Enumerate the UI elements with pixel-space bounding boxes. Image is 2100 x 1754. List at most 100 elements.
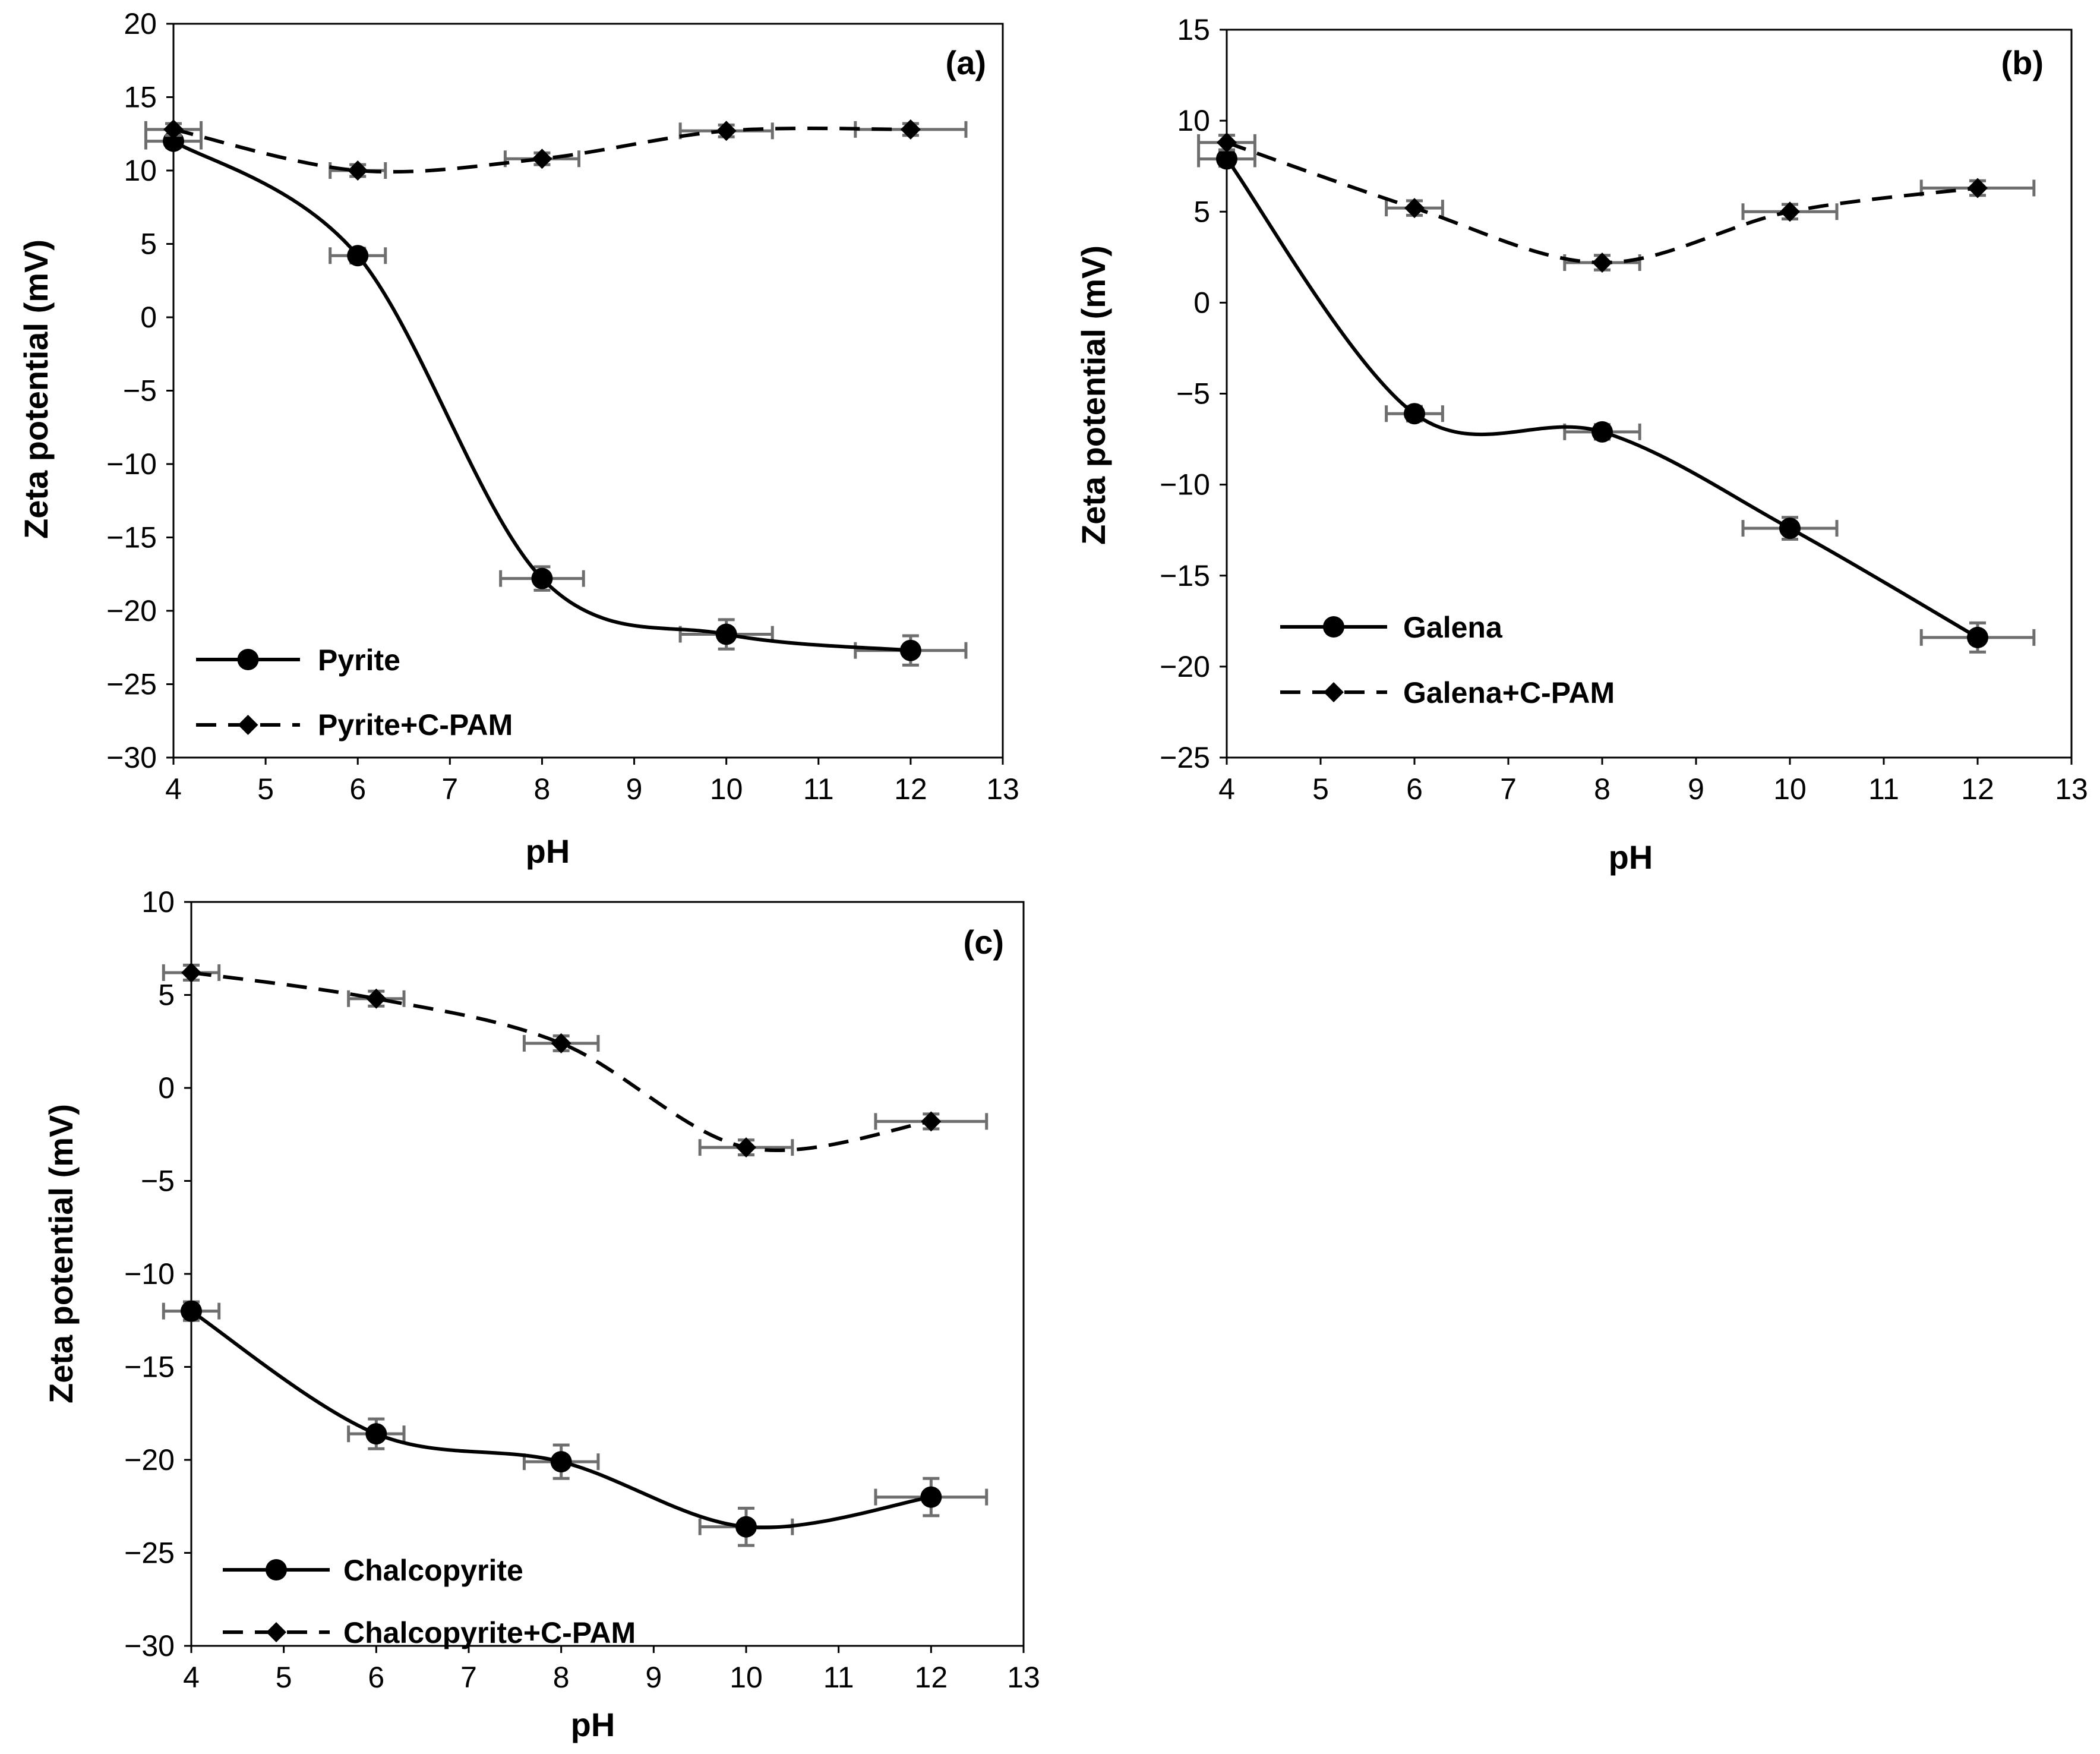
y-tick-label: −5: [141, 1165, 175, 1198]
x-axis-title: pH: [571, 1706, 615, 1743]
x-tick-label: 7: [441, 772, 458, 806]
x-tick-label: 5: [276, 1661, 292, 1694]
y-tick-label: 5: [140, 228, 157, 261]
legend-label-1: Chalcopyrite+C-PAM: [343, 1616, 636, 1649]
series-line-1: [1226, 141, 1978, 265]
y-axis-title: Zeta potential (mV): [42, 1104, 80, 1403]
y-tick-label: 20: [124, 7, 157, 40]
series-line-1: [191, 970, 931, 1153]
series-line-0: [172, 140, 911, 652]
data-point-0: [1967, 626, 1988, 648]
data-point-1: [532, 149, 552, 169]
y-tick-label: 10: [1177, 104, 1210, 137]
data-point-0: [1404, 403, 1425, 425]
y-axis-title: Zeta potential (mV): [1075, 245, 1112, 545]
x-tick-label: 7: [460, 1661, 477, 1694]
x-tick-label: 6: [1406, 772, 1423, 806]
series-line-0: [190, 1310, 931, 1529]
x-tick-label: 7: [1500, 772, 1517, 806]
y-tick-label: −20: [1160, 650, 1210, 683]
x-tick-label: 11: [803, 772, 834, 806]
panel-a: (a) pH Zeta potential (mV) Pyrite Pyrite…: [17, 7, 1019, 870]
data-point-0: [920, 1486, 942, 1508]
panel-c: (c) pH Zeta potential (mV) Chalcopyrite …: [42, 885, 1040, 1743]
x-tick-label: 9: [1688, 772, 1704, 806]
legend-marker-1: [1324, 682, 1344, 702]
data-point-1: [921, 1111, 942, 1132]
data-point-1: [900, 119, 921, 140]
panel-label: (a): [946, 44, 986, 81]
data-point-0: [1216, 148, 1237, 170]
x-tick-label: 11: [1868, 772, 1899, 806]
x-tick-label: 12: [1961, 772, 1994, 806]
x-tick-label: 6: [368, 1661, 384, 1694]
legend-label-1: Galena+C-PAM: [1403, 676, 1615, 709]
x-axis-title: pH: [1609, 838, 1653, 876]
y-tick-label: −20: [106, 594, 157, 627]
x-tick-label: 13: [1007, 1661, 1040, 1694]
x-tick-label: 12: [915, 1661, 948, 1694]
plot-frame: [190, 901, 1025, 1647]
data-point-0: [531, 567, 553, 589]
x-tick-label: 10: [710, 772, 743, 806]
y-tick-label: −25: [1160, 741, 1210, 774]
data-point-0: [735, 1516, 757, 1538]
x-tick-label: 10: [1773, 772, 1807, 806]
x-tick-label: 12: [894, 772, 927, 806]
data-point-0: [1779, 518, 1801, 540]
data-point-0: [899, 639, 921, 661]
y-tick-label: 0: [158, 1071, 175, 1105]
legend-label-1: Pyrite+C-PAM: [318, 708, 513, 742]
x-tick-label: 4: [165, 772, 182, 806]
data-point-1: [1404, 198, 1425, 219]
y-tick-label: −5: [123, 374, 157, 408]
y-tick-label: −15: [106, 521, 157, 554]
y-tick-label: 15: [124, 81, 157, 114]
y-tick-label: 15: [1177, 13, 1210, 46]
legend-marker-0: [266, 1559, 287, 1581]
data-point-1: [348, 160, 368, 181]
data-point-1: [163, 119, 184, 140]
data-point-1: [1217, 132, 1237, 153]
x-tick-label: 8: [1594, 772, 1610, 806]
x-tick-label: 11: [823, 1661, 854, 1694]
data-point-0: [550, 1451, 572, 1473]
data-point-1: [1592, 253, 1612, 273]
data-point-1: [736, 1137, 756, 1158]
legend-marker-1: [238, 715, 258, 735]
x-tick-label: 9: [645, 1661, 662, 1694]
y-tick-label: 10: [141, 885, 175, 919]
x-tick-label: 13: [2055, 772, 2088, 806]
y-tick-label: 5: [1193, 195, 1210, 228]
legend-label-0: Pyrite: [318, 643, 400, 677]
y-tick-label: −10: [124, 1257, 175, 1291]
data-point-1: [551, 1033, 571, 1053]
y-tick-label: −15: [1160, 559, 1210, 592]
y-tick-label: −25: [106, 668, 157, 701]
x-tick-label: 13: [986, 772, 1019, 806]
data-point-0: [1591, 421, 1613, 443]
legend-marker-0: [1323, 616, 1344, 638]
y-tick-label: −25: [124, 1537, 175, 1570]
x-axis-title: pH: [526, 832, 570, 870]
y-axis-title: Zeta potential (mV): [17, 239, 55, 539]
y-tick-label: −30: [124, 1629, 175, 1662]
x-tick-label: 4: [1218, 772, 1235, 806]
x-tick-label: 10: [730, 1661, 763, 1694]
legend-label-0: Chalcopyrite: [343, 1554, 523, 1587]
x-tick-label: 5: [257, 772, 274, 806]
data-point-1: [1780, 201, 1800, 222]
y-tick-label: −10: [1160, 468, 1210, 501]
x-tick-label: 6: [349, 772, 366, 806]
y-tick-label: −30: [106, 741, 157, 774]
data-point-0: [181, 1300, 202, 1322]
data-point-1: [716, 121, 737, 141]
legend-label-0: Galena: [1403, 611, 1503, 644]
plot-frame: [1226, 29, 2073, 759]
data-point-1: [366, 988, 387, 1009]
data-point-0: [715, 623, 737, 645]
x-tick-label: 8: [553, 1661, 570, 1694]
series-line-1: [173, 127, 911, 174]
data-point-0: [347, 245, 369, 267]
